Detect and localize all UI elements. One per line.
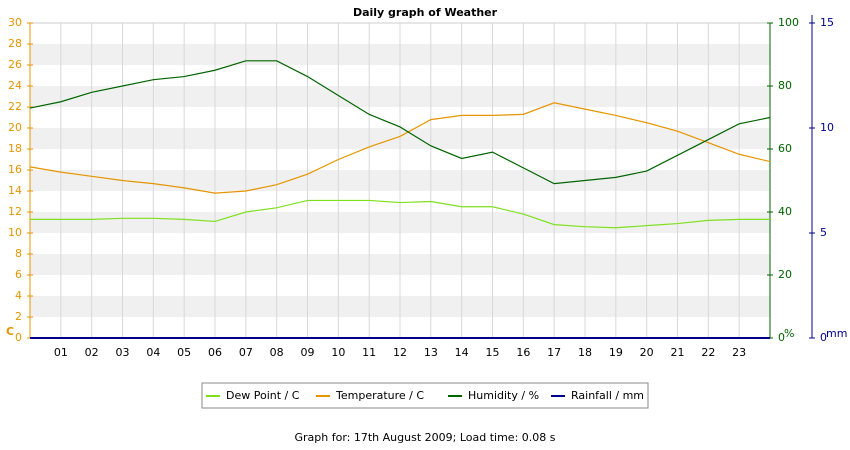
chart-title: Daily graph of Weather <box>353 6 498 19</box>
series-line <box>29 102 771 194</box>
legend-box <box>201 382 649 409</box>
x-tick-label: 20 <box>640 346 654 359</box>
y-tick-label: 10 <box>8 226 22 239</box>
y-tick-label: 30 <box>8 16 22 29</box>
legend-label: Temperature / C <box>335 389 424 402</box>
x-tick-label: 15 <box>486 346 500 359</box>
x-tick-label: 09 <box>301 346 315 359</box>
y-tick-label: 22 <box>8 100 22 113</box>
legend-label: Rainfall / mm <box>571 389 644 402</box>
y-tick-label: 26 <box>8 58 22 71</box>
x-tick-label: 14 <box>455 346 469 359</box>
y-tick-label: 4 <box>15 289 22 302</box>
y2-tick-label: 80 <box>778 79 792 92</box>
x-tick-label: 19 <box>609 346 623 359</box>
y-label: C <box>6 325 14 338</box>
x-tick-label: 16 <box>516 346 530 359</box>
x-tick-label: 08 <box>270 346 284 359</box>
x-tick-label: 23 <box>732 346 746 359</box>
footer: Graph for: 17th August 2009; Load time: … <box>295 431 556 444</box>
y-tick-label: 16 <box>8 163 22 176</box>
y3-tick-label: 5 <box>820 226 827 239</box>
y2-tick-label: 40 <box>778 205 792 218</box>
y-tick-label: 20 <box>8 121 22 134</box>
x-tick-label: 02 <box>85 346 99 359</box>
y-tick-label: 28 <box>8 37 22 50</box>
x-tick-label: 12 <box>393 346 407 359</box>
x-tick-label: 04 <box>146 346 160 359</box>
y-tick-label: 18 <box>8 142 22 155</box>
x-tick-label: 18 <box>578 346 592 359</box>
y2-tick-label: 0 <box>778 331 785 344</box>
y-tick-label: 12 <box>8 205 22 218</box>
y3-tick-label: 10 <box>820 121 834 134</box>
x-tick-label: 03 <box>116 346 130 359</box>
x-tick-label: 21 <box>671 346 685 359</box>
y-tick-label: 24 <box>8 79 22 92</box>
y3-label: mm <box>826 327 847 340</box>
legend-label: Humidity / % <box>468 389 539 402</box>
y-tick-label: 0 <box>15 331 22 344</box>
y2-tick-label: 20 <box>778 268 792 281</box>
y-tick-label: 6 <box>15 268 22 281</box>
x-tick-label: 05 <box>177 346 191 359</box>
y-tick-label: 14 <box>8 184 22 197</box>
y3-tick-label: 0 <box>820 331 827 344</box>
x-tick-label: 06 <box>208 346 222 359</box>
y-tick-label: 8 <box>15 247 22 260</box>
x-tick-label: 13 <box>424 346 438 359</box>
y-tick-label: 2 <box>15 310 22 323</box>
x-tick-label: 10 <box>331 346 345 359</box>
x-tick-label: 01 <box>54 346 68 359</box>
x-tick-label: 22 <box>701 346 715 359</box>
series-line <box>30 199 770 229</box>
y3-tick-label: 15 <box>820 16 834 29</box>
series-line <box>29 60 771 185</box>
y2-tick-label: 60 <box>778 142 792 155</box>
y2-tick-label: 100 <box>778 16 799 29</box>
x-tick-label: 07 <box>239 346 253 359</box>
x-tick-label: 11 <box>362 346 376 359</box>
y2-label: % <box>784 327 794 340</box>
x-tick-label: 17 <box>547 346 561 359</box>
legend-label: Dew Point / C <box>226 389 300 402</box>
